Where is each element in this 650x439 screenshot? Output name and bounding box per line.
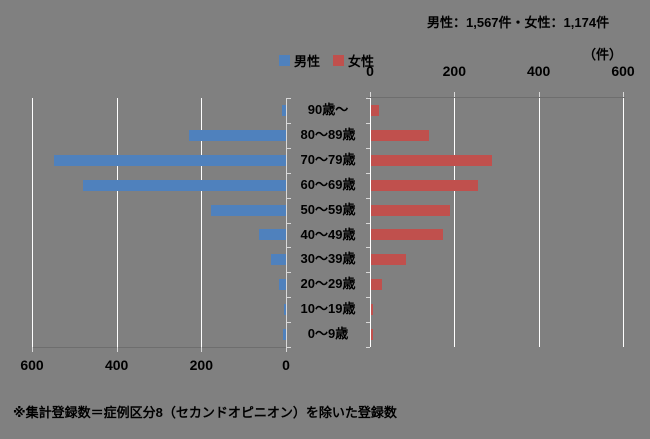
bar-male-5 [258, 229, 286, 241]
left-axis-tick-0 [286, 347, 287, 352]
right-category-tick-1 [366, 122, 370, 124]
bar-male-1 [189, 129, 286, 141]
totals-label: 男性：1,567件・女性：1,174件 [427, 15, 610, 30]
bar-female-6 [371, 254, 406, 266]
right-value-axis [368, 97, 625, 98]
bar-female-1 [371, 129, 430, 141]
right-category-tick-6 [366, 247, 370, 249]
bar-male-2 [54, 154, 286, 166]
right-axis-tick-0 [370, 92, 371, 97]
left-category-tick-2 [286, 147, 291, 149]
gridline-left-200 [201, 98, 203, 347]
right-axis-label-400: 400 [526, 63, 551, 79]
age-label-8: 10～19歳 [300, 301, 356, 317]
age-label-9: 0～9歳 [307, 326, 349, 342]
left-category-tick-3 [286, 172, 291, 174]
left-category-tick-10 [286, 347, 291, 348]
legend-female-label: 女性 [348, 54, 375, 69]
bar-male-0 [281, 104, 286, 116]
bar-female-8 [371, 304, 374, 316]
right-category-tick-2 [366, 147, 370, 149]
bar-male-3 [82, 179, 286, 191]
right-category-axis [370, 98, 371, 347]
right-category-tick-10 [366, 347, 370, 348]
gridline-left-400 [116, 98, 118, 347]
right-category-tick-0 [366, 98, 370, 99]
bar-male-4 [211, 204, 286, 216]
gridline-right-200 [454, 98, 456, 347]
right-axis-tick-200 [454, 92, 456, 97]
left-axis-label-600: 600 [20, 357, 44, 373]
right-axis-tick-400 [538, 92, 540, 97]
bar-female-5 [371, 229, 443, 241]
age-label-4: 50～59歳 [300, 201, 356, 217]
gridline-right-400 [538, 98, 540, 347]
bar-male-6 [271, 254, 286, 266]
left-axis-label-0: 0 [282, 357, 290, 373]
legend: 男性 女性 [279, 51, 374, 70]
female-swatch-icon [333, 55, 345, 66]
unit-label: （件） [583, 47, 623, 62]
right-category-tick-8 [366, 297, 370, 299]
left-axis-tick-200 [201, 347, 203, 352]
right-axis-label-0: 0 [366, 63, 374, 79]
bar-female-3 [371, 179, 478, 191]
right-axis-label-600: 600 [611, 63, 635, 79]
left-category-tick-1 [286, 122, 291, 124]
bar-female-4 [371, 204, 450, 216]
left-category-tick-5 [286, 222, 291, 224]
bar-male-7 [279, 279, 286, 291]
age-label-3: 60～69歳 [300, 176, 356, 192]
male-swatch-icon [279, 55, 290, 66]
right-category-tick-5 [366, 222, 370, 224]
bar-female-7 [371, 279, 382, 291]
right-axis-tick-600 [623, 92, 624, 97]
legend-item-female: 女性 [333, 51, 374, 70]
age-label-2: 70～79歳 [300, 151, 356, 167]
right-category-tick-3 [366, 172, 370, 174]
left-axis-tick-600 [32, 347, 33, 352]
left-axis-label-200: 200 [189, 357, 214, 373]
left-category-tick-6 [286, 247, 291, 249]
left-category-tick-0 [286, 98, 291, 99]
bar-male-9 [283, 329, 286, 341]
left-axis-label-400: 400 [104, 357, 129, 373]
age-label-0: 90歳～ [307, 102, 349, 117]
left-axis-tick-400 [116, 347, 118, 352]
legend-male-label: 男性 [294, 54, 321, 69]
right-category-tick-4 [366, 197, 370, 199]
right-category-tick-9 [366, 322, 370, 324]
bar-male-8 [284, 304, 286, 316]
age-label-7: 20～29歳 [300, 276, 356, 292]
left-category-tick-4 [286, 197, 291, 199]
footnote: ※集計登録数＝症例区分8（セカンドオピニオン）を除いた登録数 [13, 405, 397, 420]
left-category-tick-8 [286, 297, 291, 299]
legend-item-male: 男性 [279, 51, 320, 70]
right-axis-label-200: 200 [442, 63, 467, 79]
age-label-6: 30～39歳 [300, 251, 356, 267]
gridline-right-600 [623, 98, 624, 347]
right-category-tick-7 [366, 272, 370, 274]
bar-female-9 [371, 329, 374, 341]
left-value-axis [32, 347, 290, 348]
bar-female-2 [371, 154, 493, 166]
left-category-tick-9 [286, 322, 291, 324]
age-label-5: 40～49歳 [300, 226, 356, 242]
bar-female-0 [371, 104, 380, 116]
gridline-left-600 [32, 98, 33, 347]
left-category-tick-7 [286, 272, 291, 274]
age-label-1: 80～89歳 [300, 126, 356, 142]
